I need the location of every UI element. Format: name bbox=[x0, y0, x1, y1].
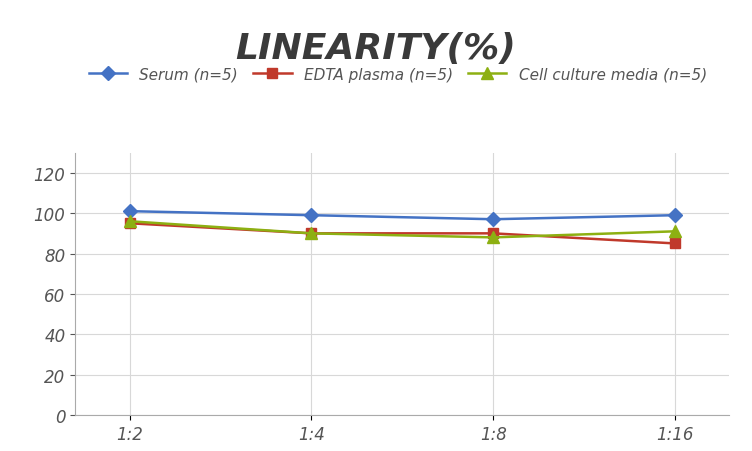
EDTA plasma (n=5) bbox=[671, 241, 680, 247]
Line: Serum (n=5): Serum (n=5) bbox=[125, 207, 680, 225]
Cell culture media (n=5) bbox=[125, 219, 134, 225]
Line: EDTA plasma (n=5): EDTA plasma (n=5) bbox=[125, 219, 680, 249]
EDTA plasma (n=5) bbox=[125, 221, 134, 226]
Line: Cell culture media (n=5): Cell culture media (n=5) bbox=[124, 216, 681, 244]
Text: LINEARITY(%): LINEARITY(%) bbox=[235, 32, 517, 65]
Serum (n=5) bbox=[671, 213, 680, 218]
Legend: Serum (n=5), EDTA plasma (n=5), Cell culture media (n=5): Serum (n=5), EDTA plasma (n=5), Cell cul… bbox=[83, 62, 713, 89]
Cell culture media (n=5) bbox=[489, 235, 498, 240]
Cell culture media (n=5) bbox=[671, 229, 680, 235]
Cell culture media (n=5) bbox=[307, 231, 316, 236]
EDTA plasma (n=5) bbox=[489, 231, 498, 236]
EDTA plasma (n=5) bbox=[307, 231, 316, 236]
Serum (n=5) bbox=[125, 209, 134, 214]
Serum (n=5) bbox=[489, 217, 498, 222]
Serum (n=5) bbox=[307, 213, 316, 218]
